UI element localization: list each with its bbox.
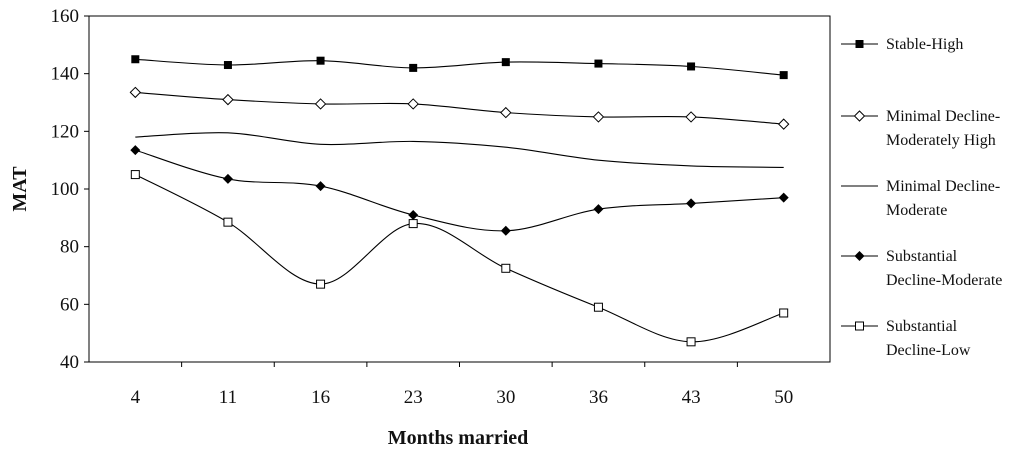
x-tick-label: 30 bbox=[496, 387, 515, 408]
data-point bbox=[779, 308, 789, 318]
data-point bbox=[408, 209, 419, 220]
data-point bbox=[500, 106, 512, 119]
data-point bbox=[687, 62, 696, 71]
data-point bbox=[129, 86, 142, 99]
series-line bbox=[135, 91, 784, 125]
y-tick-label: 100 bbox=[51, 179, 80, 200]
legend-marker bbox=[853, 110, 866, 122]
x-tick-label: 23 bbox=[404, 387, 423, 408]
data-point bbox=[409, 63, 418, 72]
legend-label: Substantial bbox=[886, 248, 958, 265]
legend-item-4: Substantial Decline-Moderate bbox=[841, 248, 1002, 289]
x-tick-label: 16 bbox=[311, 387, 330, 408]
x-axis-title: Months married bbox=[388, 427, 529, 449]
data-point bbox=[501, 263, 511, 273]
data-point bbox=[593, 204, 604, 215]
data-point bbox=[592, 111, 605, 123]
data-point bbox=[686, 337, 696, 347]
data-point bbox=[500, 225, 511, 236]
x-tick-label: 36 bbox=[589, 387, 608, 408]
y-tick-label: 80 bbox=[60, 237, 79, 258]
legend-label: Substantial bbox=[886, 318, 958, 335]
legend-marker bbox=[855, 321, 864, 331]
plot-area bbox=[88, 15, 831, 363]
series-group bbox=[129, 55, 790, 347]
legend-label: Decline-Moderate bbox=[886, 272, 1002, 289]
data-point bbox=[779, 71, 788, 80]
data-point bbox=[130, 170, 140, 180]
series-line bbox=[135, 174, 784, 343]
legend-item-1: Stable-High bbox=[841, 36, 963, 53]
legend-label: Stable-High bbox=[886, 36, 963, 53]
series-5 bbox=[130, 170, 789, 347]
legend-marker bbox=[854, 251, 865, 261]
data-point bbox=[407, 98, 419, 110]
y-tick-label: 120 bbox=[51, 121, 80, 142]
series-line bbox=[135, 149, 784, 232]
data-point bbox=[685, 111, 697, 123]
y-tick-label: 60 bbox=[60, 294, 79, 315]
legend-label: Minimal Decline- bbox=[886, 108, 1000, 125]
y-tick-label: 140 bbox=[51, 64, 80, 85]
y-tick-label: 160 bbox=[51, 6, 80, 27]
series-4 bbox=[130, 145, 789, 236]
x-tick-label: 4 bbox=[131, 387, 141, 408]
data-point bbox=[777, 118, 790, 130]
data-point bbox=[778, 192, 789, 203]
data-point bbox=[222, 93, 234, 106]
y-axis-title: MAT bbox=[9, 166, 31, 212]
data-point bbox=[408, 219, 418, 229]
data-point bbox=[501, 58, 510, 67]
legend-label: Minimal Decline- bbox=[886, 178, 1000, 195]
data-point bbox=[314, 98, 327, 110]
data-point bbox=[594, 59, 603, 68]
series-1 bbox=[131, 55, 788, 80]
x-tick-label: 11 bbox=[219, 387, 237, 408]
legend-item-5: Substantial Decline-Low bbox=[841, 318, 971, 359]
y-axis: 40 60 80 100 120 140 160 bbox=[51, 6, 89, 373]
legend-label: Moderately High bbox=[886, 132, 996, 149]
data-point bbox=[223, 217, 233, 227]
series-2 bbox=[129, 86, 790, 130]
data-point bbox=[316, 56, 325, 65]
legend-item-3: Minimal Decline- Moderate bbox=[841, 178, 1000, 219]
data-point bbox=[130, 145, 141, 156]
data-point bbox=[131, 55, 140, 64]
series-line bbox=[135, 132, 784, 168]
legend: Stable-High Minimal Decline- Moderately Hi… bbox=[841, 36, 1002, 359]
x-tick-label: 50 bbox=[774, 387, 793, 408]
y-tick-label: 40 bbox=[60, 352, 79, 373]
data-point bbox=[686, 198, 697, 209]
data-point bbox=[315, 181, 326, 192]
series-line bbox=[135, 58, 784, 76]
data-point bbox=[223, 61, 232, 70]
data-point bbox=[316, 279, 326, 289]
data-point bbox=[593, 302, 603, 312]
legend-item-2: Minimal Decline- Moderately High bbox=[841, 108, 1000, 149]
x-axis: 4 11 16 23 30 36 43 50 bbox=[131, 362, 793, 408]
x-tick-label: 43 bbox=[682, 387, 701, 408]
data-point bbox=[222, 173, 233, 184]
legend-label: Moderate bbox=[886, 202, 947, 219]
legend-marker bbox=[855, 40, 864, 48]
series-3 bbox=[135, 132, 784, 168]
legend-label: Decline-Low bbox=[886, 342, 971, 359]
